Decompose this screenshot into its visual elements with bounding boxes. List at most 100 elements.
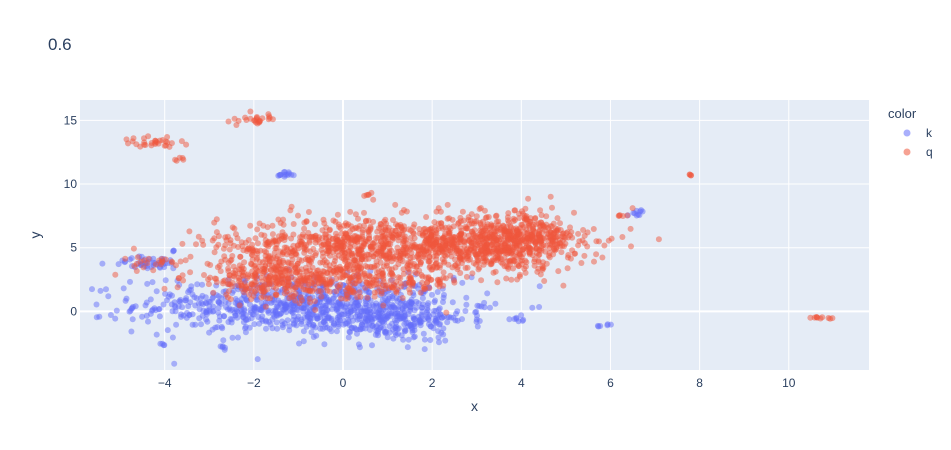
data-point-q — [383, 260, 390, 267]
data-point-k — [342, 303, 349, 310]
data-point-q — [459, 208, 466, 215]
data-point-q — [356, 289, 363, 296]
data-point-q — [593, 238, 600, 245]
data-point-k — [198, 321, 204, 328]
data-point-k — [404, 344, 411, 351]
data-point-q — [210, 289, 217, 296]
data-point-q — [205, 281, 212, 288]
data-point-q — [338, 295, 344, 302]
legend-item-k[interactable]: k — [903, 126, 934, 140]
legend-item-q[interactable]: q — [903, 145, 933, 159]
data-point-q — [498, 243, 505, 250]
data-point-k — [170, 247, 177, 254]
data-point-q — [448, 253, 455, 260]
data-point-q — [361, 222, 367, 229]
data-point-k — [323, 306, 330, 313]
data-point-k — [191, 294, 198, 301]
data-point-q — [254, 240, 261, 247]
data-point-k — [300, 338, 307, 345]
data-point-q — [213, 244, 220, 251]
data-point-q — [122, 255, 129, 262]
data-point-q — [411, 221, 418, 228]
data-point-q — [386, 231, 393, 238]
data-point-k — [273, 319, 280, 326]
data-point-q — [457, 214, 464, 221]
data-point-q — [591, 258, 597, 265]
data-point-k — [520, 316, 527, 323]
data-point-k — [363, 316, 369, 323]
data-point-q — [477, 221, 484, 228]
data-point-q — [280, 221, 287, 228]
data-point-k — [341, 311, 348, 318]
data-point-q — [505, 217, 511, 224]
data-point-q — [416, 226, 423, 232]
y-tick-label: 5 — [70, 241, 77, 255]
data-point-k — [384, 312, 391, 319]
data-point-k — [407, 307, 413, 314]
data-point-q — [442, 275, 449, 282]
data-point-q — [245, 237, 252, 243]
data-point-k — [401, 303, 408, 310]
data-point-q — [213, 275, 220, 282]
data-point-q — [543, 213, 550, 220]
data-point-k — [421, 336, 428, 343]
data-point-k — [409, 300, 416, 307]
data-point-q — [229, 279, 236, 286]
data-point-q — [493, 212, 500, 219]
data-point-q — [448, 235, 455, 241]
data-point-k — [518, 312, 525, 319]
data-point-q — [252, 235, 259, 242]
data-point-q — [361, 209, 367, 216]
data-point-q — [200, 241, 207, 248]
data-point-q — [375, 248, 382, 255]
data-point-q — [158, 259, 165, 266]
data-point-q — [381, 218, 388, 225]
data-point-q — [319, 272, 326, 279]
data-point-q — [601, 242, 608, 249]
data-point-q — [302, 286, 309, 293]
data-point-k — [300, 328, 307, 335]
data-point-q — [254, 267, 261, 274]
data-point-q — [175, 275, 182, 282]
data-point-k — [594, 322, 601, 329]
data-point-k — [397, 300, 404, 307]
data-point-q — [243, 117, 250, 123]
data-point-q — [410, 244, 417, 251]
data-point-k — [248, 315, 255, 322]
data-point-q — [484, 242, 490, 249]
data-point-k — [168, 301, 175, 308]
data-point-k — [415, 300, 422, 307]
data-point-k — [441, 291, 447, 298]
data-point-k — [336, 313, 343, 320]
data-point-q — [362, 218, 369, 225]
data-point-q — [236, 262, 243, 269]
data-point-q — [179, 155, 186, 161]
data-point-k — [401, 328, 408, 335]
data-point-q — [265, 111, 272, 118]
data-point-q — [260, 268, 267, 275]
data-point-k — [256, 320, 263, 327]
data-point-q — [252, 279, 259, 286]
data-point-k — [474, 323, 481, 330]
x-tick-label: −4 — [158, 376, 172, 390]
data-point-q — [234, 235, 241, 242]
data-point-q — [523, 238, 530, 245]
data-point-q — [347, 244, 354, 251]
data-point-k — [169, 292, 175, 299]
data-point-q — [481, 258, 488, 265]
data-point-q — [265, 116, 272, 123]
data-point-k — [129, 316, 136, 323]
legend: color k q — [888, 106, 933, 159]
data-point-k — [417, 318, 424, 325]
data-point-q — [446, 215, 453, 222]
data-point-q — [443, 309, 450, 316]
data-point-k — [375, 326, 382, 333]
data-point-q — [580, 227, 587, 233]
data-point-q — [179, 240, 186, 247]
data-point-q — [290, 221, 297, 227]
data-point-q — [301, 225, 308, 232]
data-point-k — [99, 260, 106, 267]
data-point-k — [232, 312, 239, 319]
data-point-q — [547, 193, 554, 200]
data-point-k — [238, 308, 245, 315]
